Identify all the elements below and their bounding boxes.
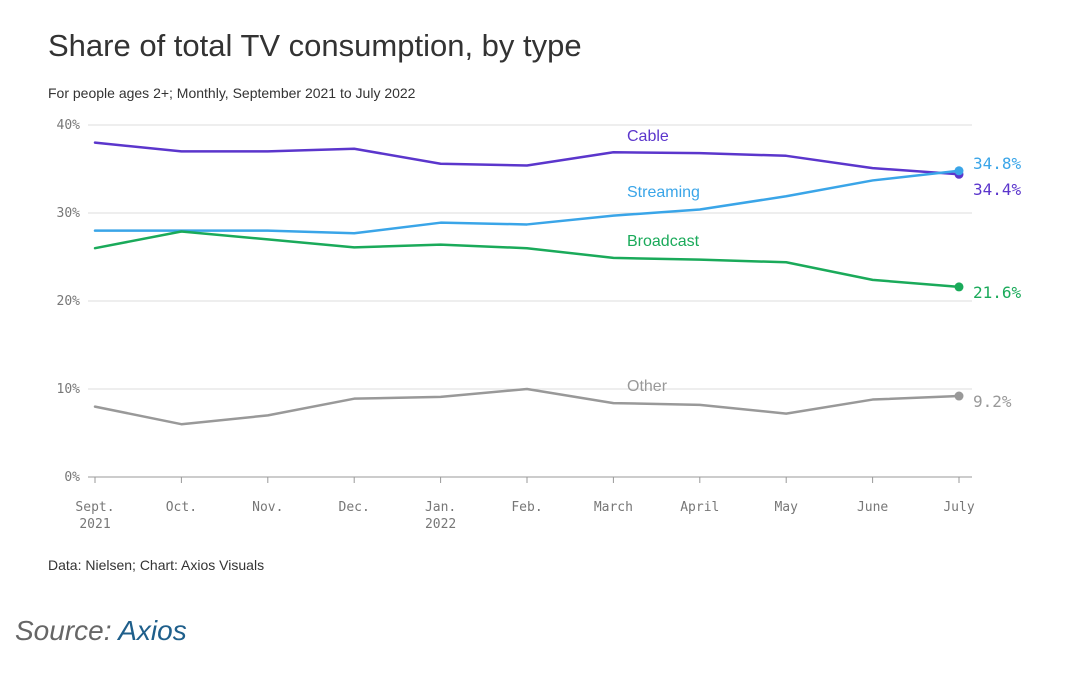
series-line-cable xyxy=(93,141,961,176)
series-label-other: Other xyxy=(627,378,668,395)
series-label-broadcast: Broadcast xyxy=(627,233,700,250)
end-label-broadcast: 21.6% xyxy=(973,283,1022,302)
y-axis: 0% 10% 20% 30% 40% xyxy=(57,118,81,485)
x-axis: Sept. 2021 Oct. Nov. Dec. Jan. 2022 Feb. March Ap… xyxy=(75,477,975,532)
y-tick-label: 30% xyxy=(57,206,81,221)
x-tick-label: July xyxy=(943,500,974,515)
x-tick-label: Sept. xyxy=(75,500,114,515)
grid-lines xyxy=(88,124,972,478)
end-point-broadcast xyxy=(954,282,964,292)
chart-footer: Data: Nielsen; Chart: Axios Visuals xyxy=(48,557,265,573)
x-tick-label: Oct. xyxy=(166,500,197,515)
end-point-streaming xyxy=(954,166,964,176)
series-line-streaming xyxy=(93,169,961,235)
x-tick-label: Feb. xyxy=(511,500,542,515)
y-tick-label: 40% xyxy=(57,118,81,133)
x-tick-label: 2021 xyxy=(79,517,110,532)
line-chart: 0% 10% 20% 30% 40% Sept. 2021 Oct. Nov. Dec. Jan.… xyxy=(57,118,1022,532)
end-label-cable: 34.4% xyxy=(973,180,1022,199)
series-labels: Cable 34.4% Streaming 34.8% Broadcast 21.6% Ot… xyxy=(627,128,1022,411)
x-tick-label: June xyxy=(857,500,888,515)
end-label-streaming: 34.8% xyxy=(973,154,1022,173)
x-tick-label: 2022 xyxy=(425,517,456,532)
source-line: Source: Axios xyxy=(15,615,187,647)
y-tick-label: 20% xyxy=(57,294,81,309)
y-tick-label: 0% xyxy=(64,470,80,485)
chart-title: Share of total TV consumption, by type xyxy=(48,28,582,63)
x-tick-label: May xyxy=(774,500,798,515)
source-prefix: Source: xyxy=(15,615,119,646)
series-line-other xyxy=(93,387,961,426)
x-tick-label: Jan. xyxy=(425,500,456,515)
end-point-other xyxy=(954,391,964,401)
series-lines xyxy=(93,141,964,426)
source-link[interactable]: Axios xyxy=(118,615,187,646)
x-tick-label: Dec. xyxy=(339,500,370,515)
end-label-other: 9.2% xyxy=(973,392,1012,411)
series-label-streaming: Streaming xyxy=(627,184,700,201)
y-tick-label: 10% xyxy=(57,382,81,397)
x-tick-label: Nov. xyxy=(252,500,283,515)
chart-subtitle: For people ages 2+; Monthly, September 2… xyxy=(48,85,416,101)
x-tick-label: March xyxy=(594,500,633,515)
x-tick-label: April xyxy=(680,500,719,515)
series-label-cable: Cable xyxy=(627,128,669,145)
series-line-broadcast xyxy=(93,230,961,289)
